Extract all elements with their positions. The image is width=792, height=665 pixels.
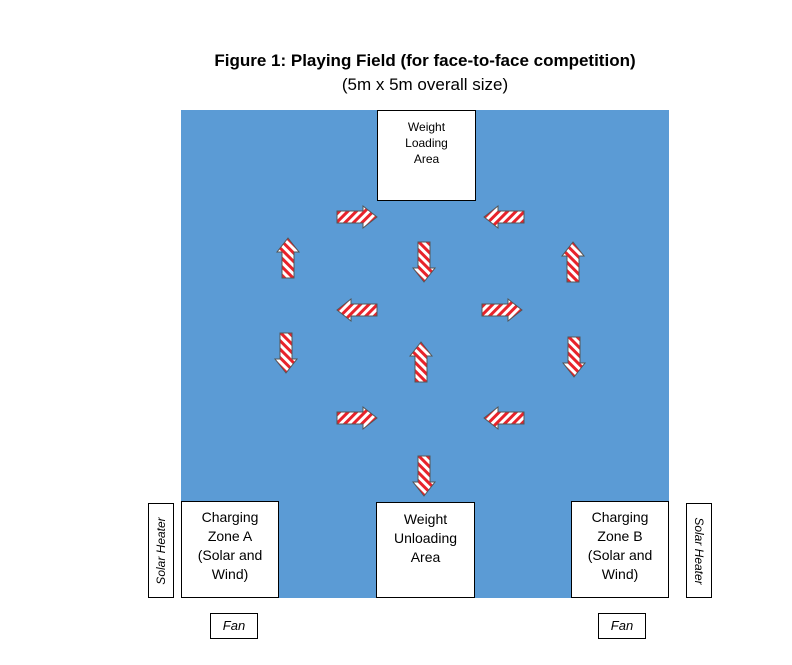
arrow-right — [336, 405, 378, 431]
charging-zone-b-line: Zone B — [597, 528, 643, 544]
arrow-down — [273, 332, 299, 374]
weight-loading-area: Weight Loading Area — [377, 110, 476, 201]
solar-heater-left-label: Solar Heater — [154, 516, 168, 585]
fan-left: Fan — [210, 613, 258, 639]
charging-zone-a-line: Zone A — [207, 528, 253, 544]
charging-zone-b-line: (Solar and — [587, 547, 653, 563]
arrow-right — [481, 297, 523, 323]
arrow-left — [336, 297, 378, 323]
arrow-down — [561, 336, 587, 378]
arrow-right — [336, 204, 378, 230]
weight-unloading-line: Weight — [403, 511, 448, 527]
arrow-up — [275, 237, 301, 279]
figure-subtitle: (5m x 5m overall size) — [341, 75, 509, 94]
arrow-down — [411, 241, 437, 283]
arrow-left — [483, 204, 525, 230]
weight-loading-line: Loading — [405, 136, 448, 150]
charging-zone-a-line: Charging — [201, 509, 259, 525]
fan-right: Fan — [598, 613, 646, 639]
charging-zone-b: Charging Zone B (Solar and Wind) — [571, 501, 669, 598]
charging-zone-b-line: Charging — [591, 509, 649, 525]
arrow-down — [411, 455, 437, 497]
solar-heater-right-label: Solar Heater — [692, 516, 706, 585]
arrow-left — [483, 405, 525, 431]
charging-zone-a-line: (Solar and — [197, 547, 263, 563]
weight-unloading-area: Weight Unloading Area — [376, 502, 475, 598]
solar-heater-left: Solar Heater — [148, 503, 174, 598]
weight-unloading-line: Unloading — [393, 530, 458, 546]
charging-zone-a-line: Wind) — [211, 566, 249, 582]
weight-loading-line: Area — [413, 152, 440, 166]
weight-unloading-line: Area — [410, 549, 441, 565]
charging-zone-a: Charging Zone A (Solar and Wind) — [181, 501, 279, 598]
solar-heater-right: Solar Heater — [686, 503, 712, 598]
figure-title: Figure 1: Playing Field (for face-to-fac… — [214, 51, 636, 70]
charging-zone-b-line: Wind) — [601, 566, 639, 582]
arrow-up — [560, 241, 586, 283]
arrow-up — [408, 341, 434, 383]
weight-loading-line: Weight — [407, 120, 446, 134]
